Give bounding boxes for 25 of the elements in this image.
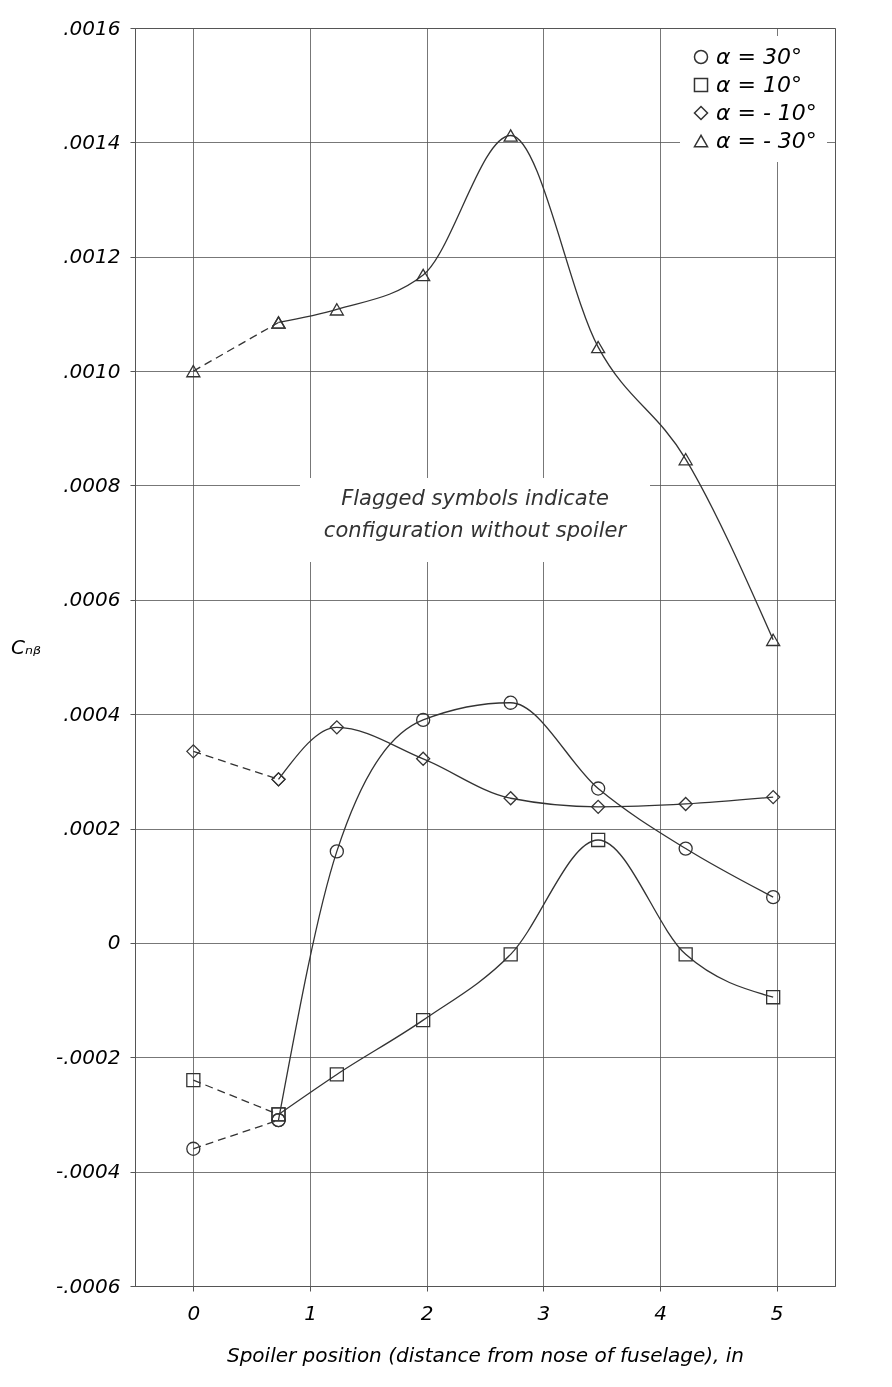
legend-label: α = - 30° bbox=[716, 128, 817, 153]
y-tick-label: .0016 bbox=[63, 15, 121, 40]
y-tick-label: -.0004 bbox=[56, 1159, 121, 1184]
y-tick-label: .0014 bbox=[63, 129, 121, 154]
x-tick-label: 1 bbox=[304, 1300, 317, 1325]
y-axis-title: Cₙᵦ bbox=[11, 634, 42, 659]
y-tick-label: .0004 bbox=[63, 701, 121, 726]
y-tick-label: -.0006 bbox=[56, 1273, 121, 1298]
x-tick-label: 2 bbox=[420, 1300, 434, 1325]
legend-label: α = 10° bbox=[716, 72, 802, 97]
legend-label: α = 30° bbox=[716, 44, 802, 69]
legend-label: α = - 10° bbox=[716, 100, 817, 125]
x-axis-title: Spoiler position (distance from nose of fuselage), in bbox=[226, 1342, 745, 1367]
y-tick-label: 0 bbox=[107, 930, 121, 955]
x-tick-label: 3 bbox=[537, 1300, 551, 1325]
x-tick-label: 4 bbox=[654, 1300, 667, 1325]
y-tick-label: .0010 bbox=[63, 358, 121, 383]
y-tick-label: .0008 bbox=[63, 472, 121, 497]
y-tick-label: .0006 bbox=[63, 587, 121, 612]
y-tick-label: .0012 bbox=[63, 244, 121, 269]
annotation: Flagged symbols indicate configuration without spoiler bbox=[323, 486, 628, 542]
y-tick-label: .0002 bbox=[63, 816, 121, 841]
y-tick-label: -.0002 bbox=[56, 1044, 121, 1069]
x-tick-label: 0 bbox=[187, 1300, 201, 1325]
x-tick-label: 5 bbox=[770, 1300, 784, 1325]
